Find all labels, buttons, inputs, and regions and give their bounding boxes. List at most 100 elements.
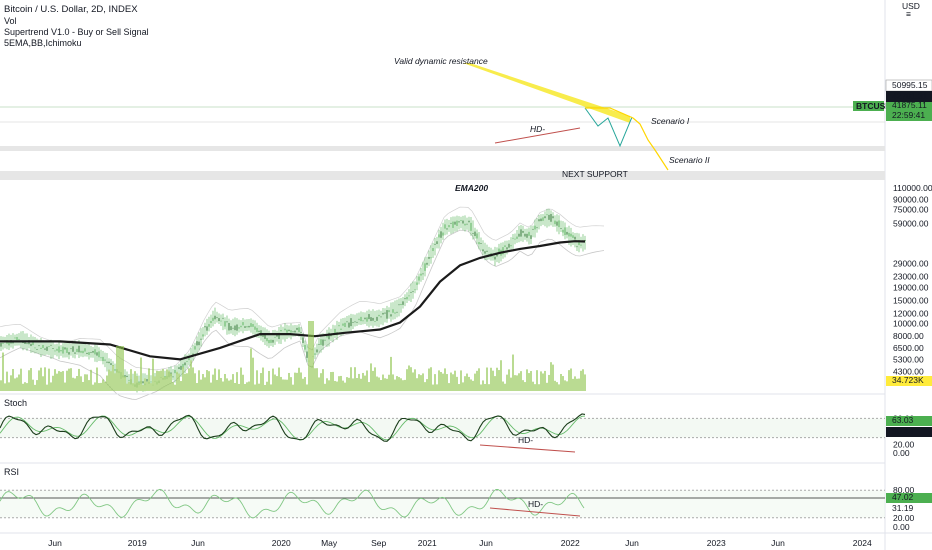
- volume-bar: [148, 368, 150, 391]
- volume-bar: [418, 374, 420, 391]
- candle-body: [416, 282, 418, 285]
- volume-bar: [254, 384, 256, 391]
- volume-bar: [242, 374, 244, 391]
- rsi-label[interactable]: RSI: [4, 467, 20, 477]
- candle-body: [62, 346, 64, 354]
- volume-bar: [124, 376, 126, 391]
- price-tick-label: 75000.00: [893, 205, 929, 215]
- volume-bar: [186, 373, 188, 391]
- volume-bar: [160, 370, 162, 391]
- volume-bar: [272, 368, 274, 391]
- volume-bar: [532, 381, 534, 391]
- candle-body: [458, 221, 460, 223]
- volume-bar: [54, 369, 56, 391]
- candle-body: [72, 346, 74, 352]
- candle-body: [452, 221, 454, 228]
- volume-bar: [328, 380, 330, 391]
- volume-bar: [498, 370, 500, 391]
- indicator-vol[interactable]: Vol: [4, 16, 17, 26]
- volume-bar: [320, 373, 322, 391]
- volume-bar: [430, 367, 432, 391]
- candle-body: [436, 241, 438, 245]
- volume-bar: [346, 377, 348, 391]
- volume-bar: [338, 376, 340, 391]
- volume-bar: [536, 370, 538, 391]
- volume-bar: [334, 380, 336, 391]
- candle-body: [296, 327, 298, 330]
- volume-bar: [452, 374, 454, 391]
- annotation-hd-price: HD-: [530, 124, 545, 134]
- volume-bar: [136, 376, 138, 391]
- candle-body: [334, 328, 336, 333]
- volume-bar: [200, 379, 202, 391]
- candle-body: [432, 247, 434, 252]
- rsi-tick-80: 80.00: [893, 485, 915, 495]
- candle-body: [560, 228, 562, 229]
- volume-bar: [152, 358, 154, 391]
- candle-body: [580, 244, 582, 246]
- candle-body: [124, 375, 126, 378]
- stoch-k-value: 63.03: [892, 415, 914, 425]
- candle-body: [542, 217, 544, 221]
- volume-bar: [556, 382, 558, 391]
- candle-body: [412, 291, 414, 293]
- rsi-line: [0, 488, 585, 519]
- scenario-1-path: [584, 107, 633, 148]
- candle-body: [366, 317, 368, 322]
- volume-bar: [106, 375, 108, 391]
- candle-body: [284, 328, 286, 331]
- indicator-ema-bb-ichimoku[interactable]: 5EMA,BB,Ichimoku: [4, 38, 82, 48]
- candle-body: [534, 225, 536, 230]
- candle-body: [254, 326, 256, 330]
- candle-body: [364, 317, 366, 320]
- candle-body: [92, 350, 94, 353]
- volume-bar: [304, 377, 306, 391]
- volume-bar: [380, 380, 382, 391]
- candle-body: [448, 225, 450, 228]
- volume-bar: [258, 383, 260, 391]
- candle-body: [396, 311, 398, 313]
- volume-bar: [8, 382, 10, 391]
- volume-bar: [308, 321, 310, 391]
- candle-body: [250, 323, 252, 327]
- volume-bar: [72, 377, 74, 391]
- candle-body: [508, 243, 510, 248]
- candle-body: [382, 312, 384, 315]
- candle-body: [376, 316, 378, 321]
- candle-body: [464, 223, 466, 226]
- candle-body: [30, 343, 32, 347]
- volume-bar: [88, 380, 90, 391]
- price-tick-label: 12000.00: [893, 308, 929, 318]
- volume-bar: [50, 382, 52, 391]
- candle-body: [216, 317, 218, 319]
- volume-bar: [2, 352, 4, 391]
- candle-body: [230, 326, 232, 331]
- candle-body: [562, 229, 564, 233]
- stoch-label[interactable]: Stoch: [4, 398, 28, 408]
- volume-bar: [524, 382, 526, 391]
- price-label-level-1: 50995.15: [892, 80, 928, 90]
- candle-body: [66, 347, 68, 353]
- currency-label: USD: [902, 1, 920, 11]
- volume-bar: [262, 367, 264, 391]
- candle-body: [18, 338, 20, 340]
- price-label-last: 41875.11: [892, 100, 927, 110]
- time-tick-label: 2022: [561, 538, 580, 548]
- volume-bar: [288, 372, 290, 391]
- volume-bar: [440, 371, 442, 391]
- volume-bar: [274, 374, 276, 391]
- volume-bar: [362, 372, 364, 391]
- volume-bar: [504, 383, 506, 391]
- candle-body: [106, 361, 108, 363]
- candle-body: [206, 326, 208, 331]
- volume-bar: [574, 376, 576, 391]
- price-label-last-bg: [886, 102, 932, 111]
- candle-body: [552, 216, 554, 219]
- volume-bar: [326, 378, 328, 391]
- candle-body: [326, 335, 328, 338]
- volume-bar: [368, 382, 370, 391]
- indicator-supertrend[interactable]: Supertrend V1.0 - Buy or Sell Signal: [4, 27, 149, 37]
- volume-bar: [204, 377, 206, 391]
- support-band-upper: [0, 146, 885, 151]
